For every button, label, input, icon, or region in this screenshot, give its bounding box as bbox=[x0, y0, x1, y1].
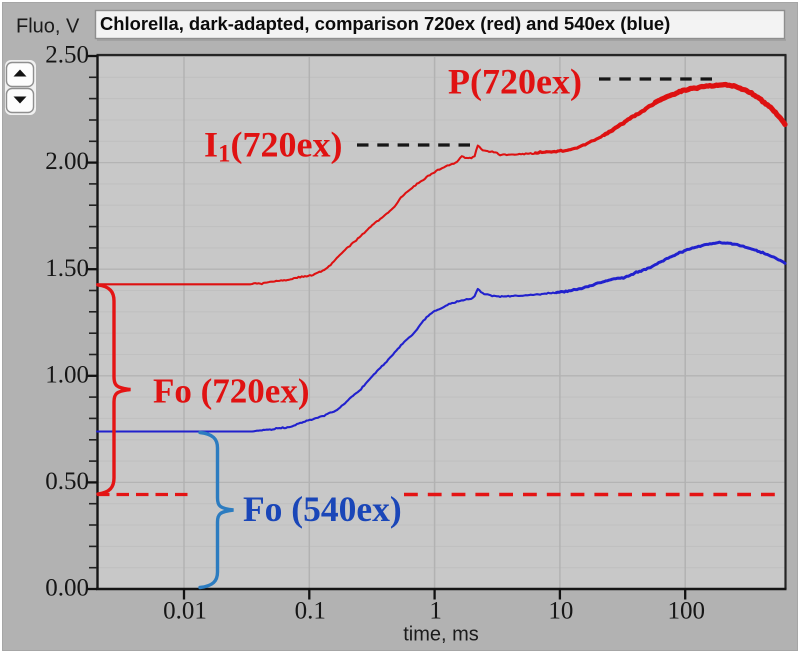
svg-text:0.1: 0.1 bbox=[295, 598, 326, 625]
svg-text:1.50: 1.50 bbox=[45, 255, 89, 282]
svg-text:0.00: 0.00 bbox=[45, 575, 89, 602]
svg-text:Fo (720ex): Fo (720ex) bbox=[153, 372, 309, 411]
svg-text:0.50: 0.50 bbox=[45, 468, 89, 495]
svg-text:Fluo, V: Fluo, V bbox=[16, 16, 80, 38]
svg-text:P(720ex): P(720ex) bbox=[448, 62, 582, 102]
svg-text:Chlorella, dark-adapted, compa: Chlorella, dark-adapted, comparison 720e… bbox=[100, 13, 670, 34]
svg-text:100: 100 bbox=[667, 598, 705, 625]
svg-text:2.00: 2.00 bbox=[45, 148, 89, 175]
svg-text:time, ms: time, ms bbox=[403, 624, 479, 646]
svg-text:I1(720ex): I1(720ex) bbox=[204, 125, 342, 168]
svg-text:10: 10 bbox=[548, 598, 573, 625]
svg-text:0.01: 0.01 bbox=[163, 598, 207, 625]
svg-text:Fo (540ex): Fo (540ex) bbox=[243, 489, 402, 529]
svg-text:1: 1 bbox=[429, 598, 442, 625]
svg-text:1.00: 1.00 bbox=[45, 361, 89, 388]
svg-text:2.50: 2.50 bbox=[45, 42, 89, 69]
